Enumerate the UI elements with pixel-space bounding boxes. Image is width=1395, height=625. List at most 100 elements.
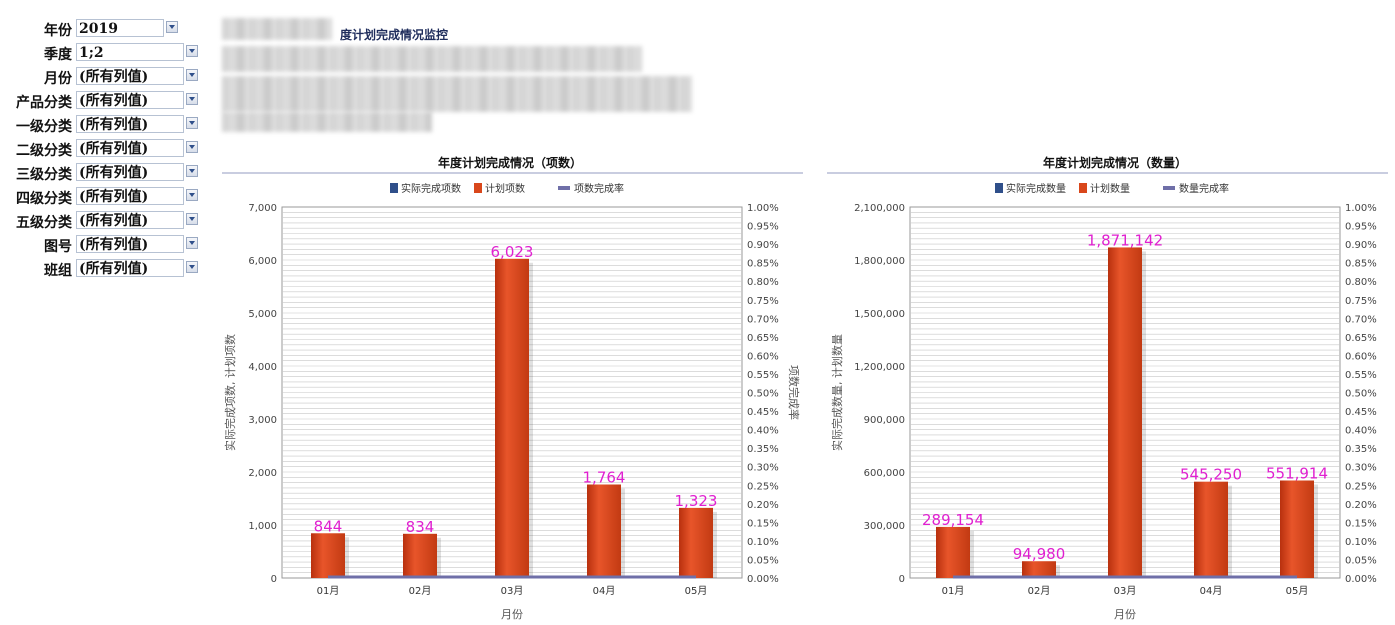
plan-bar (403, 533, 437, 578)
filter-label: 季度 (44, 47, 72, 63)
y-tick-label: 600,000 (864, 468, 905, 479)
filter-value: 1;2 (79, 45, 104, 61)
legend-label: 实际完成数量 (1006, 182, 1066, 195)
dropdown-arrow-icon[interactable] (186, 189, 198, 201)
y2-tick-label: 0.15% (1345, 518, 1377, 529)
legend-label: 项数完成率 (574, 182, 624, 195)
filter-select[interactable]: (所有列值) (76, 115, 184, 133)
plan-bar (1108, 247, 1142, 578)
y2-tick-label: 0.85% (747, 259, 779, 270)
y-tick-label: 1,800,000 (854, 256, 905, 267)
filter-label: 月份 (44, 71, 72, 87)
y-tick-label: 2,100,000 (854, 203, 905, 214)
legend-swatch (1079, 183, 1087, 193)
y-tick-label: 7,000 (248, 203, 277, 214)
legend-line-swatch (558, 186, 570, 190)
filter-value: (所有列值) (79, 117, 149, 133)
y2-tick-label: 0.35% (1345, 444, 1377, 455)
y2-tick-label: 0.45% (747, 407, 779, 418)
y-tick-label: 1,000 (248, 521, 277, 532)
data-label: 1,764 (583, 469, 626, 487)
dropdown-arrow-icon[interactable] (166, 21, 178, 33)
plan-bar (1280, 480, 1314, 578)
filter-select[interactable]: (所有列值) (76, 235, 184, 253)
y2-tick-label: 0.40% (747, 426, 779, 437)
y2-tick-label: 0.30% (747, 463, 779, 474)
filter-value: (所有列值) (79, 93, 149, 109)
filter-select[interactable]: (所有列值) (76, 91, 184, 109)
dropdown-arrow-icon[interactable] (186, 237, 198, 249)
dropdown-arrow-icon[interactable] (186, 45, 198, 57)
data-label: 289,154 (922, 511, 984, 529)
data-label: 551,914 (1266, 464, 1328, 482)
y2-tick-label: 0.45% (1345, 407, 1377, 418)
filter-row: 一级分类 (所有列值) (0, 114, 210, 136)
y2-tick-label: 0.70% (747, 314, 779, 325)
plan-bar (679, 507, 713, 578)
x-tick-label: 02月 (409, 585, 432, 597)
filter-select[interactable]: (所有列值) (76, 187, 184, 205)
y2-tick-label: 0.05% (1345, 555, 1377, 566)
chart-title: 年度计划完成情况（项数） (438, 155, 582, 170)
y2-tick-label: 0.60% (747, 351, 779, 362)
y2-tick-label: 0.95% (747, 222, 779, 233)
legend-swatch (390, 183, 398, 193)
legend-swatch (474, 183, 482, 193)
x-tick-label: 03月 (501, 585, 524, 597)
dropdown-arrow-icon[interactable] (186, 165, 198, 177)
dropdown-arrow-icon[interactable] (186, 117, 198, 129)
y-tick-label: 0 (271, 574, 277, 585)
filter-row: 图号 (所有列值) (0, 234, 210, 256)
filter-row: 五级分类 (所有列值) (0, 210, 210, 232)
dropdown-arrow-icon[interactable] (186, 213, 198, 225)
data-label: 834 (406, 518, 435, 536)
dropdown-arrow-icon[interactable] (186, 261, 198, 273)
filter-select[interactable]: (所有列值) (76, 67, 184, 85)
filter-row: 季度 1;2 (0, 42, 210, 64)
y2-tick-label: 0.15% (747, 518, 779, 529)
filter-select[interactable]: (所有列值) (76, 163, 184, 181)
dropdown-arrow-icon[interactable] (186, 93, 198, 105)
y2-tick-label: 0.95% (1345, 222, 1377, 233)
y2-tick-label: 0.25% (747, 481, 779, 492)
data-label: 94,980 (1013, 545, 1066, 563)
y-tick-label: 5,000 (248, 309, 277, 320)
y2-tick-label: 0.55% (747, 370, 779, 381)
filter-label: 年份 (44, 23, 72, 39)
filter-value: (所有列值) (79, 69, 149, 85)
y2-tick-label: 0.55% (1345, 370, 1377, 381)
filter-label: 五级分类 (16, 215, 72, 231)
y-tick-label: 900,000 (864, 415, 905, 426)
dropdown-arrow-icon[interactable] (186, 69, 198, 81)
filter-select[interactable]: (所有列值) (76, 139, 184, 157)
dropdown-arrow-icon[interactable] (186, 141, 198, 153)
x-tick-label: 05月 (1286, 585, 1309, 597)
filter-label: 产品分类 (16, 95, 72, 111)
filter-value: (所有列值) (79, 141, 149, 157)
filter-value: (所有列值) (79, 237, 149, 253)
y-tick-label: 300,000 (864, 521, 905, 532)
plan-bar (495, 258, 529, 578)
filter-select[interactable]: 1;2 (76, 43, 184, 61)
filter-label: 二级分类 (16, 143, 72, 159)
y2-axis-label: 项数完成率 (787, 365, 801, 420)
filter-label: 班组 (44, 263, 72, 279)
y2-tick-label: 0.80% (747, 277, 779, 288)
y2-tick-label: 0.25% (1345, 481, 1377, 492)
filter-select[interactable]: (所有列值) (76, 211, 184, 229)
y2-tick-label: 0.50% (1345, 389, 1377, 400)
filter-select[interactable]: (所有列值) (76, 259, 184, 277)
legend-line-swatch (1163, 186, 1175, 190)
blurred-header-3 (222, 76, 692, 112)
filter-row: 三级分类 (所有列值) (0, 162, 210, 184)
y2-tick-label: 0.05% (747, 555, 779, 566)
x-tick-label: 02月 (1028, 585, 1051, 597)
x-tick-label: 03月 (1114, 585, 1137, 597)
y2-tick-label: 0.40% (1345, 426, 1377, 437)
filter-select[interactable]: 2019 (76, 19, 164, 37)
y2-tick-label: 1.00% (747, 203, 779, 214)
filter-row: 班组 (所有列值) (0, 258, 210, 280)
x-tick-label: 04月 (593, 585, 616, 597)
filter-row: 产品分类 (所有列值) (0, 90, 210, 112)
chart-title: 年度计划完成情况（数量） (1043, 155, 1187, 170)
